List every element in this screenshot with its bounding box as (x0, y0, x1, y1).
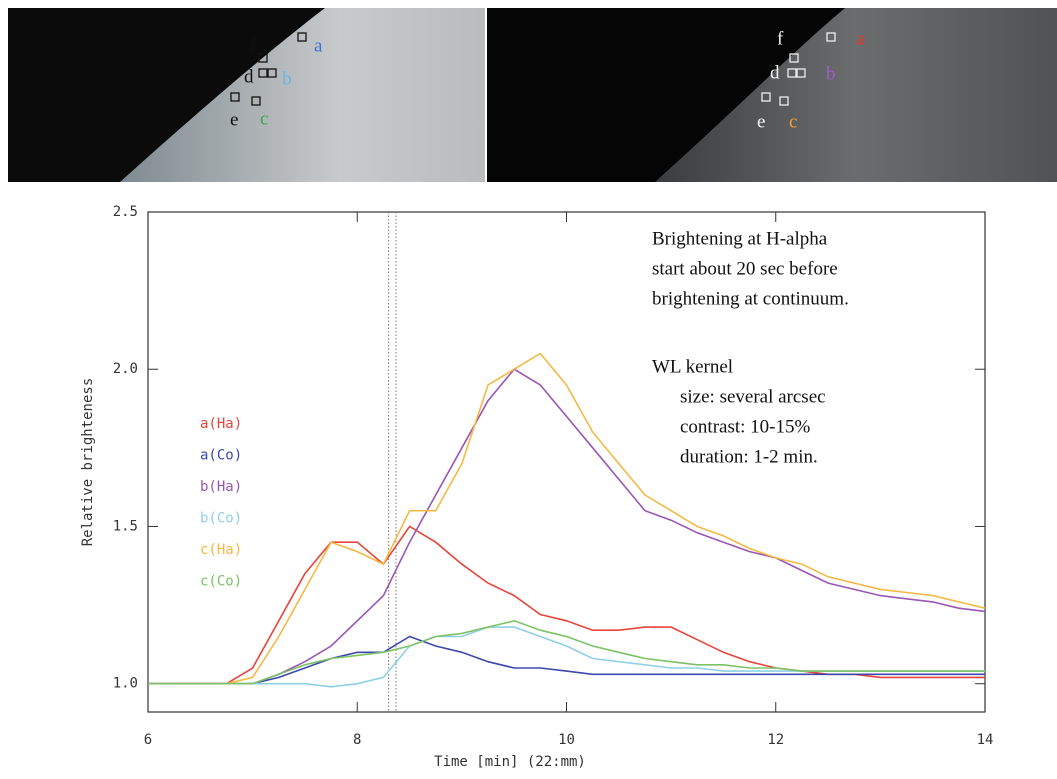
y-tick-label: 2.0 (113, 361, 138, 377)
image-label: b (282, 68, 292, 89)
annotation: duration: 1-2 min. (680, 446, 818, 467)
legend-label: a(Co) (200, 448, 242, 464)
x-tick-label: 6 (144, 732, 152, 748)
image-label: b (826, 63, 836, 84)
annotation: contrast: 10-15% (680, 416, 811, 437)
annotation: brightening at continuum. (652, 288, 849, 309)
image-label: d (244, 66, 254, 87)
x-tick-label: 12 (767, 732, 784, 748)
x-tick-label: 14 (977, 732, 994, 748)
y-tick-label: 1.0 (113, 676, 138, 692)
image-label: c (789, 111, 797, 132)
legend-label: b(Ha) (200, 479, 242, 495)
legend-label: a(Ha) (200, 416, 242, 432)
image-label: a (314, 35, 323, 56)
left-image: f a d b e c (8, 8, 485, 182)
image-label: a (856, 28, 865, 49)
image-label: f (777, 28, 784, 49)
series-line (148, 527, 985, 684)
y-axis-label: Relative brighteness (80, 378, 96, 547)
y-tick-label: 1.5 (113, 518, 138, 534)
image-label: d (770, 62, 780, 83)
annotation: Brightening at H-alpha (652, 228, 828, 249)
annotation: WL kernel (652, 356, 733, 377)
x-axis-label: Time [min] (22:mm) (434, 754, 586, 770)
image-label: e (757, 111, 765, 132)
series-line (148, 354, 985, 684)
image-label: f (250, 34, 257, 55)
image-label: c (260, 108, 268, 129)
legend-label: c(Co) (200, 574, 242, 590)
legend-label: b(Co) (200, 511, 242, 527)
image-label: e (230, 109, 238, 130)
y-tick-label: 2.5 (113, 204, 138, 220)
right-image: f a d b e c (487, 8, 1057, 182)
x-tick-label: 8 (353, 732, 361, 748)
annotation: start about 20 sec before (652, 258, 838, 279)
figure: f a d b e c f a d b e c Time [min] (22:m… (0, 0, 1057, 774)
x-tick-label: 10 (558, 732, 575, 748)
legend-label: c(Ha) (200, 542, 242, 558)
annotation: size: several arcsec (680, 386, 826, 407)
